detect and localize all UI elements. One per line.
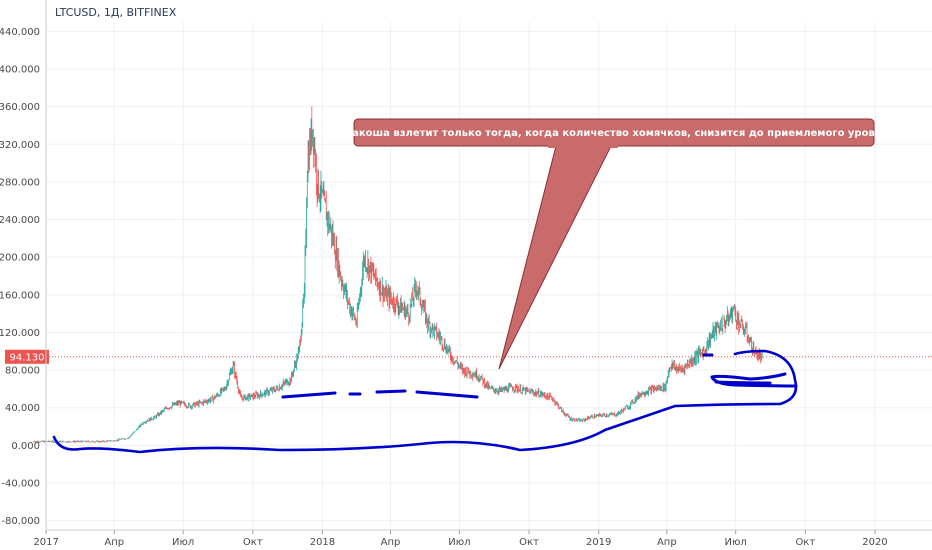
x-tick-label: 2019	[586, 537, 611, 548]
y-tick-label: 360.000	[0, 102, 40, 113]
current-price-tag	[5, 349, 49, 364]
y-tick-label: 80.000	[5, 366, 40, 377]
y-tick-label: 160.000	[0, 290, 40, 301]
drawn-scribble	[710, 372, 798, 388]
y-tick-label: 280.000	[0, 177, 40, 188]
x-tick-label: Июл	[448, 537, 470, 548]
callout: Дракоша взлетит только тогда, когда коли…	[336, 118, 892, 370]
x-tick-label: 2018	[310, 537, 335, 548]
x-tick-label: 2017	[33, 537, 58, 548]
y-tick-label: 0.000	[11, 441, 40, 452]
x-tick-label: Апр	[381, 537, 401, 548]
y-tick-label: 240.000	[0, 215, 40, 226]
y-tick-label: 120.000	[0, 328, 40, 339]
y-tick-label: -40.000	[1, 478, 40, 489]
chart-title: LTCUSD, 1Д, BITFINEX	[55, 6, 177, 19]
y-tick-label: 320.000	[0, 140, 40, 151]
x-tick-label: Июл	[172, 537, 194, 548]
callout-joint	[548, 140, 618, 148]
x-tick-label: Июл	[725, 537, 747, 548]
y-tick-label: 400.000	[0, 65, 40, 76]
current-price-line: 94.130	[5, 349, 932, 364]
price-series	[32, 106, 763, 444]
y-tick-label: 40.000	[5, 403, 40, 414]
x-tick-label: Окт	[795, 537, 815, 548]
y-tick-label: 200.000	[0, 253, 40, 264]
hand-drawn-annotations	[52, 349, 798, 454]
current-price-label: 94.130	[10, 352, 45, 363]
y-tick-label: 440.000	[0, 27, 40, 38]
drawn-curve	[52, 349, 798, 454]
x-tick-label: Апр	[104, 537, 124, 548]
x-tick-label: Окт	[519, 537, 539, 548]
x-tick-label: Окт	[243, 537, 263, 548]
drawn-dashed-line	[281, 389, 479, 399]
x-tick-label: Апр	[657, 537, 677, 548]
x-tick-label: 2020	[862, 537, 887, 548]
chart-grid	[45, 22, 932, 530]
callout-text: Дракоша взлетит только тогда, когда коли…	[336, 128, 892, 139]
y-tick-label: -80.000	[1, 516, 40, 527]
